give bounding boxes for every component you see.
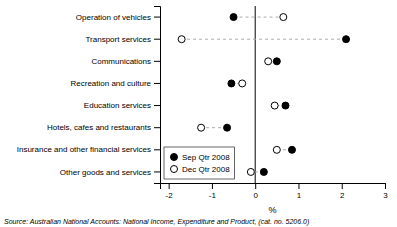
y-tick-label: Recreation and culture bbox=[71, 79, 152, 88]
x-tick: 3 bbox=[383, 183, 388, 200]
point bbox=[239, 80, 246, 87]
x-tick-label: -1 bbox=[209, 191, 217, 200]
y-tick-label: Education services bbox=[84, 101, 151, 110]
plot: -2 -1 0 1 2 3 Other goods and services Insuranc… bbox=[17, 6, 389, 200]
x-tick: 2 bbox=[340, 183, 345, 200]
y-tick: Hotels, cafes and restaurants bbox=[47, 123, 160, 132]
y-tick-mark bbox=[154, 17, 160, 18]
x-tick-mark bbox=[298, 183, 299, 189]
y-tick-mark bbox=[154, 61, 160, 62]
point bbox=[228, 80, 235, 87]
legend-marker bbox=[171, 166, 178, 173]
reference-line bbox=[255, 6, 256, 183]
source-note: Source: Australian National Accounts: Na… bbox=[4, 218, 309, 226]
legend: Sep Qtr 2008 Dec Qtr 2008 bbox=[164, 147, 235, 179]
point bbox=[273, 58, 280, 65]
x-tick-label: 0 bbox=[253, 191, 258, 200]
y-axis-line bbox=[154, 7, 161, 184]
x-tick-mark bbox=[169, 183, 170, 189]
y-tick: Insurance and other financial services bbox=[17, 145, 160, 154]
marks bbox=[178, 6, 349, 183]
y-tick-label: Operation of vehicles bbox=[76, 13, 151, 22]
point bbox=[343, 36, 350, 43]
y-tick-mark bbox=[154, 171, 160, 172]
y-tick-label: Hotels, cafes and restaurants bbox=[47, 123, 151, 132]
y-tick: Communications bbox=[91, 57, 160, 66]
y-tick-mark bbox=[154, 149, 160, 150]
point bbox=[178, 36, 185, 43]
y-tick-mark bbox=[154, 127, 160, 128]
y-axis: Other goods and services Insurance and ot… bbox=[17, 7, 161, 184]
x-tick-label: 2 bbox=[340, 191, 345, 200]
y-tick: Education services bbox=[84, 101, 160, 110]
y-tick: Recreation and culture bbox=[71, 79, 161, 88]
x-tick: -1 bbox=[209, 183, 217, 200]
point bbox=[260, 168, 267, 175]
point bbox=[280, 14, 287, 21]
point bbox=[271, 102, 278, 109]
connector bbox=[182, 39, 346, 40]
x-axis-line bbox=[161, 184, 386, 190]
legend-marker bbox=[171, 154, 178, 161]
chart: -2 -1 0 1 2 3 Other goods and services Insuranc… bbox=[0, 0, 397, 227]
point bbox=[224, 124, 231, 131]
y-tick: Other goods and services bbox=[60, 167, 160, 176]
connector bbox=[234, 17, 284, 18]
y-tick: Operation of vehicles bbox=[76, 13, 160, 22]
y-tick-mark bbox=[154, 83, 160, 84]
point bbox=[247, 168, 254, 175]
point bbox=[282, 102, 289, 109]
y-tick-mark bbox=[154, 39, 160, 40]
x-axis-title: % bbox=[268, 205, 276, 215]
point bbox=[273, 146, 280, 153]
x-tick-label: 1 bbox=[297, 191, 302, 200]
x-tick-mark bbox=[255, 183, 256, 189]
y-tick-label: Other goods and services bbox=[60, 167, 151, 176]
legend-label: Sep Qtr 2008 bbox=[182, 153, 230, 162]
x-tick: 1 bbox=[297, 183, 302, 200]
x-tick: 0 bbox=[253, 183, 258, 200]
x-tick: -2 bbox=[166, 183, 174, 200]
y-tick-mark bbox=[154, 105, 160, 106]
y-tick-label: Communications bbox=[91, 57, 151, 66]
x-tick-label: -2 bbox=[166, 191, 174, 200]
point bbox=[265, 58, 272, 65]
point bbox=[230, 14, 237, 21]
point bbox=[288, 146, 295, 153]
x-axis: -2 -1 0 1 2 3 bbox=[161, 183, 389, 200]
legend-label: Dec Qtr 2008 bbox=[182, 165, 230, 174]
y-tick-label: Transport services bbox=[86, 35, 152, 44]
x-tick-label: 3 bbox=[383, 191, 388, 200]
point bbox=[198, 124, 205, 131]
y-tick-label: Insurance and other financial services bbox=[17, 145, 151, 154]
x-tick-mark bbox=[385, 183, 386, 189]
y-tick: Transport services bbox=[86, 35, 161, 44]
x-tick-mark bbox=[342, 183, 343, 189]
x-tick-mark bbox=[212, 183, 213, 189]
legend-frame bbox=[164, 147, 235, 179]
